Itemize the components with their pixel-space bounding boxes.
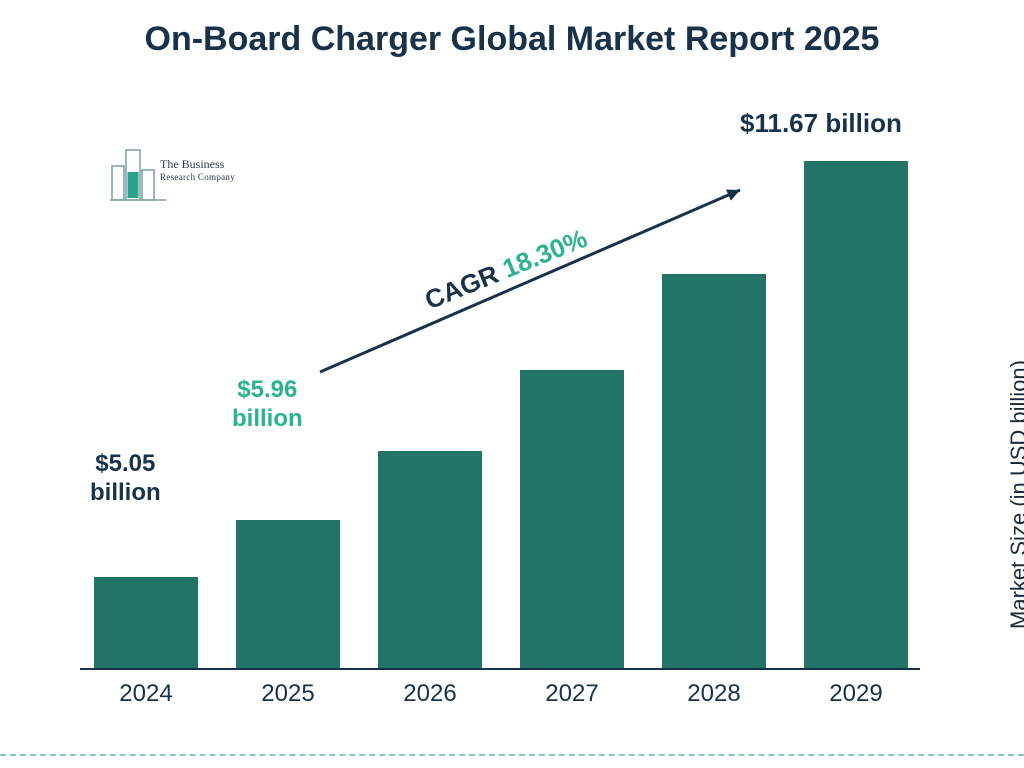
x-tick-label: 2027 bbox=[545, 680, 598, 708]
value-label: $11.67 billion bbox=[740, 108, 902, 139]
x-tick-label: 2029 bbox=[829, 680, 882, 708]
bar bbox=[520, 370, 624, 668]
x-tick-label: 2026 bbox=[403, 680, 456, 708]
bar bbox=[94, 577, 198, 668]
value-label: $5.96billion bbox=[232, 376, 303, 434]
bottom-divider bbox=[0, 754, 1024, 756]
chart-title: On-Board Charger Global Market Report 20… bbox=[0, 18, 1024, 61]
chart-canvas: On-Board Charger Global Market Report 20… bbox=[0, 0, 1024, 768]
bar bbox=[662, 274, 766, 668]
bar bbox=[378, 451, 482, 668]
y-axis-label: Market Size (in USD billion) bbox=[1006, 360, 1024, 629]
plot-area: 202420252026202720282029 bbox=[80, 130, 920, 670]
bar bbox=[804, 161, 908, 668]
x-tick-label: 2025 bbox=[261, 680, 314, 708]
x-tick-label: 2028 bbox=[687, 680, 740, 708]
value-label: $5.05billion bbox=[90, 450, 161, 508]
x-axis-line bbox=[80, 668, 920, 670]
bar bbox=[236, 520, 340, 668]
x-tick-label: 2024 bbox=[119, 680, 172, 708]
